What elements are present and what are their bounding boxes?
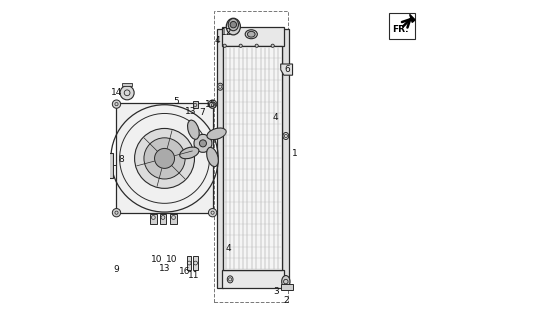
Ellipse shape bbox=[282, 276, 290, 288]
Text: 13: 13 bbox=[185, 107, 197, 116]
Ellipse shape bbox=[207, 128, 226, 140]
Ellipse shape bbox=[283, 132, 289, 140]
Bar bbox=[281, 284, 293, 290]
Ellipse shape bbox=[179, 147, 199, 159]
Ellipse shape bbox=[228, 19, 238, 31]
Bar bbox=[217, 29, 223, 288]
Circle shape bbox=[230, 21, 237, 28]
Ellipse shape bbox=[271, 44, 274, 47]
Polygon shape bbox=[410, 14, 415, 22]
Ellipse shape bbox=[206, 148, 218, 167]
Bar bbox=[389, 13, 415, 39]
Text: 4: 4 bbox=[215, 36, 220, 45]
Bar bbox=[170, 214, 177, 224]
Ellipse shape bbox=[226, 18, 240, 35]
Text: 3: 3 bbox=[274, 287, 279, 296]
Circle shape bbox=[155, 148, 175, 168]
Circle shape bbox=[144, 138, 185, 179]
Bar bbox=[222, 27, 284, 46]
Text: 15: 15 bbox=[204, 100, 216, 109]
Ellipse shape bbox=[255, 44, 258, 47]
Bar bbox=[223, 46, 282, 270]
Text: 13: 13 bbox=[159, 264, 170, 273]
Polygon shape bbox=[281, 64, 293, 75]
Circle shape bbox=[199, 140, 206, 147]
Bar bbox=[95, 153, 113, 178]
Text: 11: 11 bbox=[188, 271, 199, 280]
Ellipse shape bbox=[247, 31, 255, 37]
Text: 9: 9 bbox=[114, 265, 120, 274]
Circle shape bbox=[135, 128, 195, 188]
Bar bbox=[91, 212, 102, 218]
Bar bbox=[122, 83, 132, 86]
Circle shape bbox=[112, 209, 121, 217]
Text: 12: 12 bbox=[220, 28, 232, 37]
Text: 16: 16 bbox=[179, 267, 190, 276]
Text: 7: 7 bbox=[199, 108, 204, 117]
Text: 6: 6 bbox=[284, 65, 290, 74]
Ellipse shape bbox=[239, 44, 243, 47]
Text: 8: 8 bbox=[119, 155, 125, 164]
Circle shape bbox=[209, 209, 217, 217]
Text: FR.: FR. bbox=[392, 25, 409, 34]
Bar bbox=[194, 101, 197, 108]
Circle shape bbox=[100, 161, 108, 170]
Bar bbox=[215, 11, 288, 302]
Bar bbox=[187, 256, 191, 270]
Bar bbox=[160, 214, 166, 224]
Text: 5: 5 bbox=[173, 97, 179, 106]
Bar bbox=[116, 103, 213, 213]
Bar bbox=[150, 214, 156, 224]
Circle shape bbox=[209, 100, 217, 108]
Bar bbox=[222, 270, 284, 288]
Circle shape bbox=[120, 86, 134, 100]
Ellipse shape bbox=[223, 44, 226, 47]
Circle shape bbox=[112, 100, 121, 108]
Text: 14: 14 bbox=[111, 88, 122, 97]
Text: 10: 10 bbox=[166, 255, 178, 264]
Circle shape bbox=[209, 102, 216, 108]
Text: 1: 1 bbox=[292, 149, 298, 158]
Ellipse shape bbox=[188, 120, 199, 139]
Text: 4: 4 bbox=[226, 244, 231, 253]
Text: 2: 2 bbox=[284, 296, 289, 305]
Text: 4: 4 bbox=[272, 113, 278, 122]
Circle shape bbox=[194, 134, 212, 152]
Ellipse shape bbox=[217, 83, 223, 90]
Text: 10: 10 bbox=[151, 255, 163, 264]
Bar bbox=[194, 256, 198, 270]
Ellipse shape bbox=[245, 30, 257, 39]
Bar bbox=[282, 29, 289, 288]
Ellipse shape bbox=[227, 276, 233, 283]
